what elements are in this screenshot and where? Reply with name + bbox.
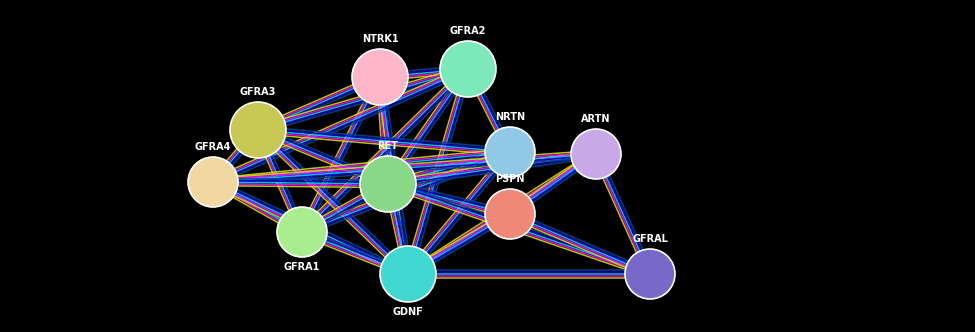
Text: GFRA1: GFRA1 xyxy=(284,262,320,272)
Text: RET: RET xyxy=(377,141,399,151)
Ellipse shape xyxy=(625,249,675,299)
Ellipse shape xyxy=(571,129,621,179)
Text: GFRA4: GFRA4 xyxy=(195,142,231,152)
Text: NRTN: NRTN xyxy=(495,112,526,122)
Text: GFRA3: GFRA3 xyxy=(240,87,276,97)
Ellipse shape xyxy=(485,127,535,177)
Text: ARTN: ARTN xyxy=(581,114,610,124)
Text: PSPN: PSPN xyxy=(495,174,525,184)
Ellipse shape xyxy=(440,41,496,97)
Text: GFRAL: GFRAL xyxy=(632,234,668,244)
Ellipse shape xyxy=(188,157,238,207)
Text: NTRK1: NTRK1 xyxy=(362,34,399,44)
Ellipse shape xyxy=(380,246,436,302)
Ellipse shape xyxy=(485,189,535,239)
Ellipse shape xyxy=(277,207,327,257)
Text: GDNF: GDNF xyxy=(393,307,423,317)
Ellipse shape xyxy=(352,49,408,105)
Ellipse shape xyxy=(230,102,286,158)
Text: GFRA2: GFRA2 xyxy=(449,26,487,36)
Ellipse shape xyxy=(360,156,416,212)
